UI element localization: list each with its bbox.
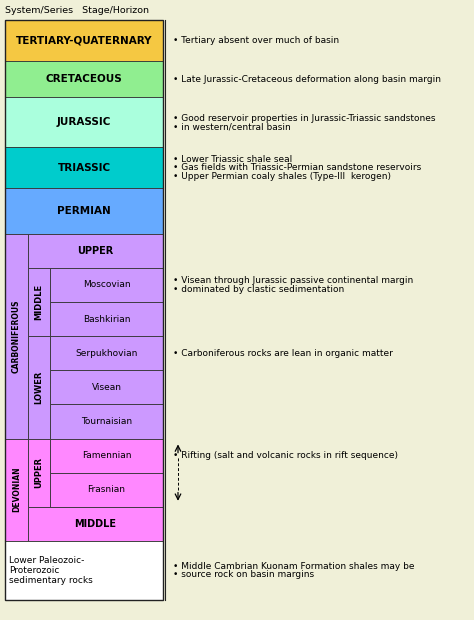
Bar [50, 472, 163, 507]
Text: • Upper Permian coaly shales (Type-III  kerogen): • Upper Permian coaly shales (Type-III k… [173, 172, 391, 181]
Bar [5, 234, 28, 438]
Text: CRETACEOUS: CRETACEOUS [46, 74, 122, 84]
Text: JURASSIC: JURASSIC [57, 117, 111, 127]
Bar [5, 61, 163, 97]
Text: Visean: Visean [91, 383, 121, 392]
Text: UPPER: UPPER [35, 457, 44, 488]
Text: Famennian: Famennian [82, 451, 131, 460]
Bar [5, 148, 163, 188]
Text: • Gas fields with Triassic-Permian sandstone reservoirs: • Gas fields with Triassic-Permian sands… [173, 163, 421, 172]
Bar [28, 507, 163, 541]
Bar [28, 336, 50, 438]
Text: • source rock on basin margins: • source rock on basin margins [173, 570, 314, 579]
Text: • Late Jurassic-Cretaceous deformation along basin margin: • Late Jurassic-Cretaceous deformation a… [173, 74, 441, 84]
Text: Serpukhovian: Serpukhovian [75, 348, 137, 358]
Text: CARBONIFEROUS: CARBONIFEROUS [12, 299, 21, 373]
Text: TERTIARY-QUATERNARY: TERTIARY-QUATERNARY [16, 35, 152, 45]
Text: • Middle Cambrian Kuonam Formation shales may be: • Middle Cambrian Kuonam Formation shale… [173, 562, 414, 570]
Text: • Rifting (salt and volcanic rocks in rift sequence): • Rifting (salt and volcanic rocks in ri… [173, 451, 398, 460]
Text: Lower Paleozoic-
Proterozoic
sedimentary rocks: Lower Paleozoic- Proterozoic sedimentary… [9, 556, 93, 585]
Text: System/Series   Stage/Horizon: System/Series Stage/Horizon [5, 6, 149, 15]
Bar [5, 188, 163, 234]
Bar [5, 97, 163, 148]
Bar [168, 20, 472, 600]
Text: MIDDLE: MIDDLE [35, 284, 44, 320]
Bar [50, 438, 163, 472]
Bar [50, 404, 163, 438]
Bar [5, 541, 163, 600]
Text: • in western/central basin: • in western/central basin [173, 122, 291, 131]
Bar [50, 302, 163, 336]
Text: Bashkirian: Bashkirian [83, 314, 130, 324]
Bar [5, 20, 163, 600]
Text: DEVONIAN: DEVONIAN [12, 467, 21, 513]
Text: MIDDLE: MIDDLE [74, 519, 117, 529]
Text: TRIASSIC: TRIASSIC [57, 163, 110, 173]
Text: • Good reservoir properties in Jurassic-Triassic sandstones: • Good reservoir properties in Jurassic-… [173, 113, 436, 123]
Bar [28, 268, 50, 336]
Text: PERMIAN: PERMIAN [57, 206, 111, 216]
Bar [5, 438, 28, 541]
Text: • Visean through Jurassic passive continental margin: • Visean through Jurassic passive contin… [173, 277, 413, 285]
Text: Tournaisian: Tournaisian [81, 417, 132, 426]
Bar [50, 268, 163, 302]
Text: UPPER: UPPER [77, 246, 114, 256]
Text: Frasnian: Frasnian [88, 485, 126, 494]
Bar [28, 438, 50, 507]
Text: • Carboniferous rocks are lean in organic matter: • Carboniferous rocks are lean in organi… [173, 348, 393, 358]
Text: • dominated by clastic sedimentation: • dominated by clastic sedimentation [173, 285, 344, 294]
Text: LOWER: LOWER [35, 371, 44, 404]
Bar [50, 370, 163, 404]
Bar [5, 20, 163, 61]
Text: • Tertiary absent over much of basin: • Tertiary absent over much of basin [173, 36, 339, 45]
Text: Moscovian: Moscovian [82, 280, 130, 290]
Bar [28, 234, 163, 268]
Text: • Lower Triassic shale seal: • Lower Triassic shale seal [173, 155, 292, 164]
Bar [50, 336, 163, 370]
